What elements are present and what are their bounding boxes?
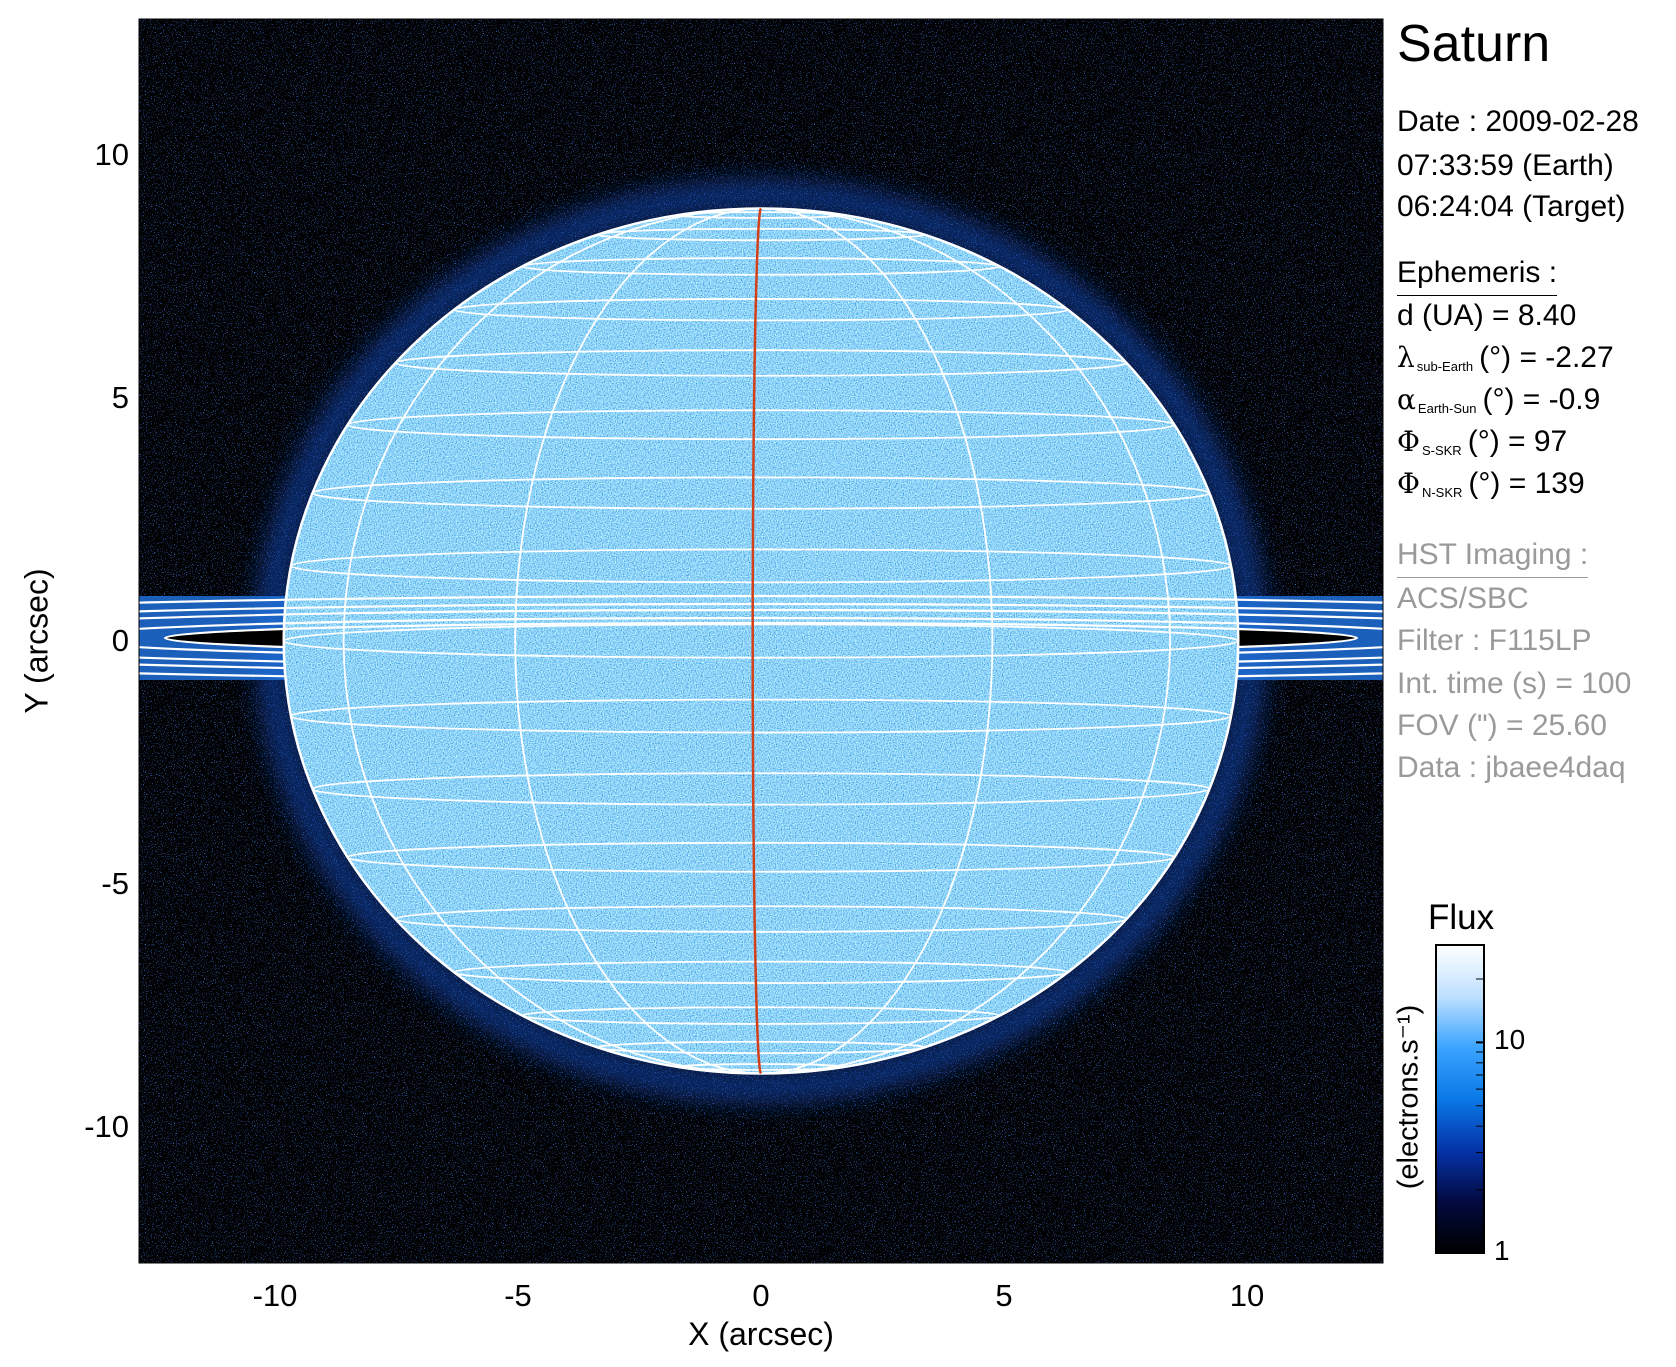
ephemeris-value: (°) = -2.27 (1479, 341, 1614, 374)
imaging-row: Data : jbaee4daq (1397, 751, 1626, 785)
imaging-row: ACS/SBC (1397, 582, 1529, 615)
colorbar-label: (electrons.s⁻¹) (1392, 1004, 1425, 1190)
x-tick-label: -10 (252, 1278, 298, 1313)
x-tick-label: 0 (752, 1278, 770, 1313)
colorbar (1435, 944, 1485, 1254)
ring-near-edge (139, 663, 1383, 674)
ring-far-edge (139, 608, 1383, 620)
y-axis-label: Y (arcsec) (18, 568, 55, 714)
ring-near-edge (139, 672, 1383, 682)
latitude-line (453, 298, 1069, 322)
ring-near-edge (139, 646, 1383, 660)
ephemeris-value: (UA) = 8.40 (1413, 299, 1577, 332)
ephemeris-subscript: Earth-Sun (1417, 401, 1477, 416)
planet-disk (284, 208, 1238, 1074)
latitude-line (394, 349, 1128, 377)
ephemeris-header-text: Ephemeris : (1397, 256, 1558, 296)
ephemeris-symbol: Φ (1397, 425, 1420, 458)
ephemeris-row: Φ N-SKR (°) = 139 (1397, 469, 1585, 508)
ephemeris-value: (°) = -0.9 (1482, 383, 1601, 416)
planet-limb (282, 207, 1240, 1075)
earth-time: 07:33:59 (Earth) (1397, 149, 1614, 182)
ephemeris-value: (°) = 97 (1467, 425, 1568, 458)
central-meridian (751, 207, 763, 1075)
latitude-line (596, 227, 926, 242)
x-tick-label: 5 (995, 1278, 1013, 1313)
ephemeris-value: (°) = 139 (1468, 467, 1585, 500)
ring-near-edge (163, 637, 1359, 655)
ephemeris-row: λ sub-Earth (°) = -2.27 (1397, 343, 1614, 382)
ephemeris-subscript: sub-Earth (1416, 359, 1474, 374)
latitude-line (394, 905, 1128, 933)
ring-far-edge (139, 594, 1383, 604)
imaging-row: FOV (") = 25.60 (1397, 708, 1607, 742)
latitude-line (453, 960, 1069, 984)
ephemeris-symbol: α (1397, 383, 1416, 416)
ring-outlines (139, 594, 1383, 682)
ring-far-edge (139, 602, 1383, 613)
ephemeris-subscript: N-SKR (1421, 485, 1463, 500)
ephemeris-header: Ephemeris : (1397, 256, 1558, 296)
y-tick-label: 10 (94, 137, 129, 172)
latitude-line (521, 257, 1001, 276)
x-tick-label: -5 (504, 1278, 532, 1313)
x-axis-label: X (arcsec) (688, 1316, 834, 1352)
target-time: 06:24:04 (Target) (1397, 190, 1626, 223)
colorbar-ticks (1476, 978, 1484, 1254)
latitude-line (521, 1006, 1001, 1025)
ring-near-edge (139, 656, 1383, 668)
longitude-line (760, 208, 1172, 1074)
plot-frame (138, 18, 1384, 1264)
imaging-header-text: HST Imaging : (1397, 538, 1589, 578)
planet-title: Saturn (1397, 15, 1551, 73)
imaging-row: Int. time (s) = 100 (1397, 666, 1632, 700)
y-tick-label: 5 (111, 380, 129, 415)
latitude-line (596, 1040, 926, 1055)
ephemeris-symbol: λ (1397, 341, 1415, 374)
longitude-line (760, 208, 994, 1074)
ephemeris-symbol: d (1397, 299, 1414, 332)
longitude-line (342, 208, 762, 1074)
ephemeris-subscript: S-SKR (1421, 443, 1462, 458)
ephemeris-row: Φ S-SKR (°) = 97 (1397, 427, 1567, 466)
y-tick-label: -10 (84, 1109, 129, 1144)
longitude-line (514, 208, 762, 1074)
date-line: Date : 2009-02-28 (1397, 105, 1639, 138)
ring-far-edge (163, 621, 1359, 639)
colorbar-tick-label: 10 (1494, 1024, 1526, 1056)
imaging-header: HST Imaging : (1397, 538, 1589, 578)
colorbar-title: Flux (1428, 898, 1495, 937)
ephemeris-row: d (UA) = 8.40 (1397, 301, 1576, 340)
x-tick-label: 10 (1229, 1278, 1265, 1313)
y-tick-label: 0 (111, 623, 129, 658)
ring-far-edge (139, 616, 1383, 630)
y-tick-label: -5 (101, 866, 129, 901)
ephemeris-symbol: Φ (1397, 467, 1420, 500)
colorbar-tick-label: 1 (1494, 1235, 1510, 1266)
ephemeris-row: α Earth-Sun (°) = -0.9 (1397, 385, 1600, 424)
imaging-row: Filter : F115LP (1397, 624, 1592, 658)
